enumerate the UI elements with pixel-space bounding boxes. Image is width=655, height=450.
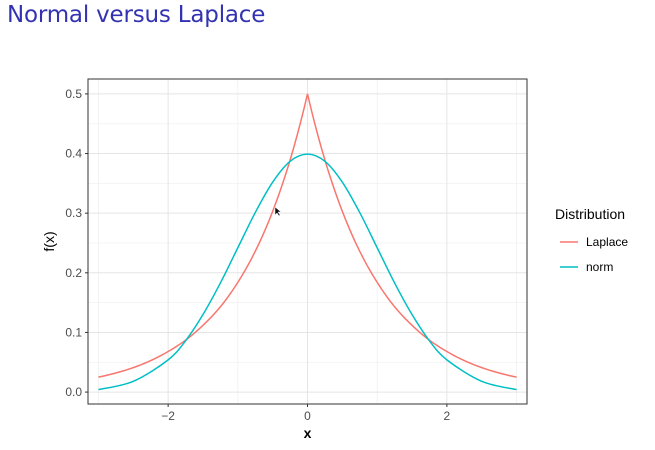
- series-line-laplace: [98, 93, 517, 378]
- x-tick-label: −2: [161, 409, 175, 423]
- y-tick-label: 0.5: [65, 87, 82, 101]
- legend-label-laplace: Laplace: [586, 235, 628, 249]
- y-tick-label: 0.0: [65, 385, 82, 399]
- x-tick-label: 0: [304, 409, 311, 423]
- y-tick-label: 0.4: [65, 147, 82, 161]
- x-tick-label: 2: [444, 409, 451, 423]
- y-tick-label: 0.2: [65, 266, 82, 280]
- grid-major: [88, 79, 527, 404]
- y-tick-label: 0.3: [65, 206, 82, 220]
- legend: Distribution Laplace norm: [555, 206, 628, 274]
- series-layer: [98, 93, 517, 391]
- x-axis-title: x: [304, 425, 312, 441]
- y-tick-label: 0.1: [65, 325, 82, 339]
- series-line-norm: [98, 153, 517, 391]
- slide-title: Normal versus Laplace: [7, 2, 266, 28]
- y-axis-title: f(x): [41, 231, 57, 251]
- legend-label-norm: norm: [586, 260, 613, 274]
- y-axis: 0.0 0.1 0.2 0.3 0.4 0.5: [65, 87, 88, 399]
- legend-title: Distribution: [555, 206, 625, 222]
- x-axis: −2 0 2: [161, 404, 451, 423]
- mouse-cursor-icon: [274, 206, 282, 217]
